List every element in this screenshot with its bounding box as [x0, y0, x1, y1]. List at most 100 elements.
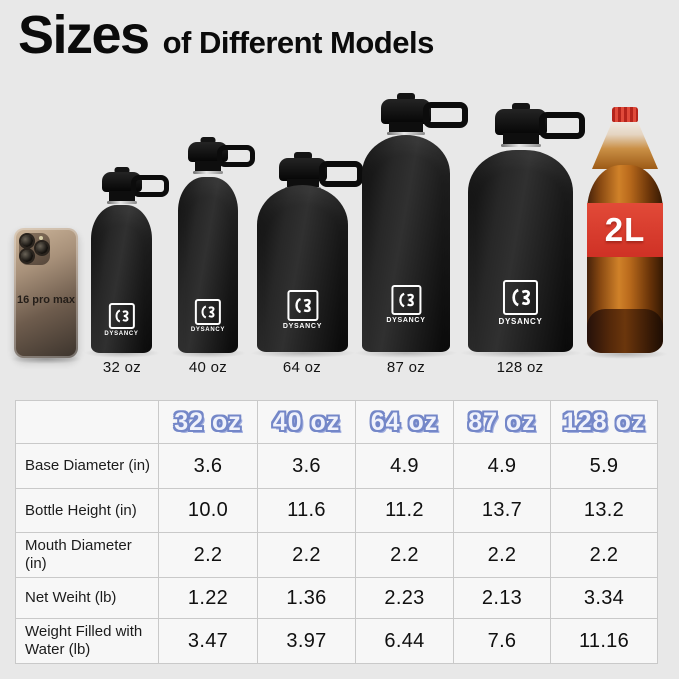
cap-handle-icon [217, 145, 255, 167]
table-row: Weight Filled with Water (lb) 3.47 3.97 … [15, 618, 658, 664]
row-label-mouth-diameter: Mouth Diameter (in) [15, 532, 159, 578]
bottle-neck [389, 122, 423, 134]
brand-logo-icon [195, 299, 221, 325]
cell-value: 3.6 [158, 443, 258, 489]
table-row: Mouth Diameter (in) 2.2 2.2 2.2 2.2 2.2 [15, 532, 658, 578]
column-header-40oz: 40 oz [257, 400, 356, 444]
brand-logo-icon [503, 280, 538, 315]
bottle-neck [108, 191, 135, 203]
brand-name: DYSANCY [190, 327, 226, 333]
cap-knob-icon [397, 93, 415, 101]
soda-volume-text: 2L [604, 211, 646, 248]
bottle-caption-40oz: 40 oz [188, 359, 228, 376]
bottle-32oz: DYSANCY [91, 167, 169, 353]
cell-value: 2.2 [257, 532, 356, 578]
camera-lens-icon [21, 235, 33, 247]
brand-logo: DYSANCY [283, 290, 322, 330]
bottle-neck [286, 179, 319, 189]
cell-value: 2.2 [158, 532, 258, 578]
cell-value: 5.9 [550, 443, 658, 489]
wave-glyph-icon [398, 292, 414, 308]
brand-logo: DYSANCY [191, 299, 225, 333]
bottle-body: DYSANCY [468, 150, 573, 352]
cap-knob-icon [293, 152, 312, 160]
camera-flash-icon [39, 236, 43, 240]
cell-value: 13.7 [453, 488, 551, 533]
cap-handle-icon [131, 175, 169, 197]
cell-value: 1.22 [158, 577, 258, 619]
title-suffix: of Different Models [162, 25, 435, 60]
bottle-shadow [459, 348, 583, 358]
steel-ring-icon [106, 201, 137, 204]
table-row: Base Diameter (in) 3.6 3.6 4.9 4.9 5.9 [15, 443, 658, 489]
column-header-128oz: 128 oz [550, 400, 658, 444]
cap-handle-icon [539, 112, 585, 139]
column-header-87oz: 87 oz [453, 400, 551, 444]
steel-ring-icon [387, 132, 425, 135]
cell-value: 7.6 [453, 618, 551, 664]
spec-table: 32 oz 40 oz 64 oz 87 oz 128 oz Base Diam… [15, 400, 658, 664]
soda-bottle-2l: 2L [587, 107, 663, 353]
soda-body [587, 165, 663, 353]
column-header-32oz: 32 oz [158, 400, 258, 444]
cap-knob-icon [511, 103, 530, 111]
camera-lens-icon [36, 242, 48, 254]
cell-value: 2.13 [453, 577, 551, 619]
phone-16-pro-max: 16 pro max [14, 228, 78, 358]
cap-handle-icon [423, 102, 468, 128]
table-row: Net Weiht (lb) 1.22 1.36 2.23 2.13 3.34 [15, 577, 658, 619]
cell-value: 3.47 [158, 618, 258, 664]
cell-value: 2.2 [453, 532, 551, 578]
cell-value: 3.34 [550, 577, 658, 619]
bottle-neck [195, 161, 221, 173]
brand-logo-icon [286, 290, 318, 321]
camera-lens-icon [21, 250, 33, 262]
bottle-caption-128oz: 128 oz [496, 359, 544, 376]
soda-shadow [582, 349, 668, 359]
cell-value: 2.2 [550, 532, 658, 578]
bottle-40oz: DYSANCY [178, 137, 255, 353]
bottle-caption-87oz: 87 oz [386, 359, 426, 376]
row-label-filled-weight: Weight Filled with Water (lb) [15, 618, 159, 664]
soda-cap [612, 107, 638, 122]
bottle-87oz: DYSANCY [362, 93, 468, 352]
bottle-body: DYSANCY [91, 205, 152, 353]
cell-value: 6.44 [355, 618, 454, 664]
row-label-base-diameter: Base Diameter (in) [15, 443, 159, 489]
steel-ring-icon [500, 144, 541, 147]
title-main: Sizes [18, 5, 150, 65]
bottle-body: DYSANCY [362, 135, 450, 352]
bottle-neck [502, 133, 539, 146]
wave-glyph-icon [115, 309, 129, 323]
cell-value: 2.23 [355, 577, 454, 619]
brand-name: DYSANCY [104, 331, 139, 337]
bottle-64oz: DYSANCY [257, 152, 363, 352]
phone-label: 16 pro max [16, 294, 76, 306]
cell-value: 13.2 [550, 488, 658, 533]
soda-neck [592, 121, 658, 169]
brand-logo-icon [108, 303, 135, 329]
cell-value: 10.0 [158, 488, 258, 533]
column-header-64oz: 64 oz [355, 400, 454, 444]
brand-name: DYSANCY [498, 317, 543, 326]
cell-value: 4.9 [355, 443, 454, 489]
bottle-shadow [170, 348, 246, 358]
cell-value: 1.36 [257, 577, 356, 619]
bottle-shadow [84, 348, 160, 358]
bottle-caption-64oz: 64 oz [282, 359, 322, 376]
bottle-128oz: DYSANCY [468, 103, 585, 352]
cell-value: 11.16 [550, 618, 658, 664]
wave-glyph-icon [511, 288, 530, 307]
bottle-caption-32oz: 32 oz [102, 359, 142, 376]
cell-value: 11.6 [257, 488, 356, 533]
brand-logo: DYSANCY [104, 303, 138, 337]
cap-handle-icon [319, 161, 363, 187]
bottle-shadow [250, 348, 356, 358]
steel-ring-icon [193, 171, 223, 174]
spout-cap [381, 99, 431, 124]
brand-logo: DYSANCY [498, 280, 542, 326]
brand-name: DYSANCY [386, 317, 426, 324]
phone-shadow [10, 354, 82, 364]
cell-value: 2.2 [355, 532, 454, 578]
